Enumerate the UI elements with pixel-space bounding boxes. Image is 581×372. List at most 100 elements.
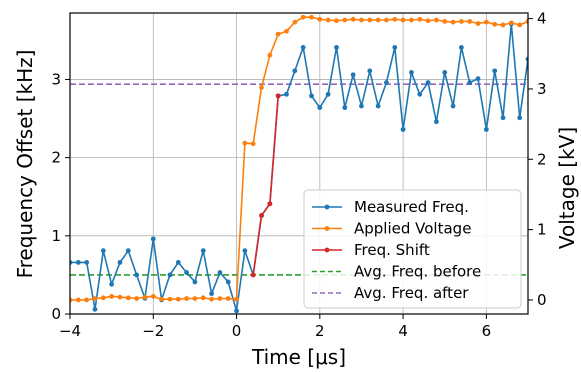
- data-point: [500, 115, 506, 121]
- series-applied-voltage: [70, 14, 528, 303]
- data-point: [267, 52, 273, 58]
- data-point: [367, 17, 373, 23]
- data-point: [483, 19, 489, 25]
- data-point: [442, 19, 448, 24]
- x-tick-label: 2: [315, 322, 325, 340]
- data-point: [142, 294, 148, 300]
- data-point: [75, 297, 81, 303]
- series-line: [252, 95, 279, 276]
- data-point: [359, 103, 364, 109]
- data-point: [225, 279, 231, 285]
- data-point: [209, 296, 214, 302]
- data-point: [217, 270, 223, 275]
- data-point: [425, 18, 431, 24]
- data-point: [84, 260, 90, 265]
- data-point: [150, 294, 156, 299]
- data-point: [284, 91, 289, 97]
- data-point: [134, 296, 140, 301]
- data-point: [84, 297, 90, 303]
- data-point: [400, 127, 406, 132]
- data-point: [467, 80, 473, 85]
- data-point: [367, 68, 373, 74]
- y-tick-label-right: 2: [537, 150, 547, 168]
- legend-box: [303, 189, 522, 309]
- x-tick-label: −2: [142, 322, 164, 340]
- data-point: [125, 248, 131, 254]
- data-point: [325, 17, 331, 23]
- data-point: [75, 260, 81, 265]
- data-point: [325, 91, 331, 97]
- data-point: [292, 19, 298, 25]
- legend-label: Applied Voltage: [354, 220, 471, 238]
- legend-marker: [324, 204, 330, 210]
- data-point: [342, 17, 348, 23]
- y-tick-label-right: 3: [537, 80, 547, 98]
- data-point: [184, 296, 189, 301]
- data-point: [109, 281, 115, 287]
- data-point: [259, 213, 264, 218]
- data-point: [192, 296, 198, 301]
- data-point: [334, 18, 339, 24]
- data-point: [100, 248, 106, 254]
- legend-label: Measured Freq.: [354, 198, 469, 216]
- data-point: [425, 80, 431, 85]
- data-point: [117, 294, 123, 300]
- x-tick-label: 4: [398, 322, 408, 340]
- data-point: [200, 248, 206, 254]
- x-tick-label: 0: [232, 322, 242, 340]
- data-point: [417, 16, 423, 22]
- data-point: [92, 306, 98, 312]
- data-point: [250, 141, 256, 147]
- data-point: [375, 103, 381, 109]
- data-point: [475, 76, 481, 82]
- series-measured-freq: [70, 21, 528, 314]
- data-point: [300, 45, 306, 50]
- data-point: [284, 28, 289, 34]
- data-point: [167, 272, 173, 278]
- data-point: [225, 296, 231, 301]
- data-point: [175, 296, 181, 302]
- y-tick-label-left: 3: [51, 70, 61, 88]
- legend-label: Avg. Freq. before: [354, 263, 481, 281]
- data-point: [508, 20, 514, 26]
- data-point: [175, 260, 181, 265]
- data-point: [517, 115, 523, 121]
- series-freq-shift: [250, 93, 281, 278]
- data-point: [450, 103, 456, 109]
- data-point: [400, 17, 406, 23]
- data-point: [334, 45, 339, 50]
- data-point: [500, 22, 506, 28]
- data-point: [409, 70, 414, 75]
- data-point: [450, 19, 456, 25]
- data-point: [92, 296, 98, 301]
- legend-marker: [324, 226, 330, 231]
- x-axis-label: Time [μs]: [251, 345, 346, 369]
- legend-item: Measured Freq.: [312, 198, 469, 216]
- y-tick-label-right: 0: [537, 291, 547, 309]
- legend-item: Applied Voltage: [312, 220, 471, 238]
- data-point: [458, 19, 464, 24]
- data-point: [434, 119, 439, 125]
- data-point: [434, 17, 439, 23]
- data-point: [384, 17, 389, 23]
- data-point: [475, 21, 481, 26]
- y-tick-label-left: 2: [51, 149, 61, 167]
- data-point: [317, 105, 323, 110]
- data-point: [309, 93, 314, 99]
- data-point: [100, 295, 106, 301]
- data-point: [375, 17, 381, 23]
- data-point: [417, 91, 423, 97]
- x-tick-label: 6: [482, 322, 492, 340]
- data-point: [300, 14, 306, 20]
- ticks: −4 −2 0 2 4 6 0 1 2 3 0 1 2 3 4: [51, 10, 546, 340]
- data-point: [292, 68, 298, 74]
- data-point: [250, 272, 256, 278]
- data-point: [342, 105, 348, 110]
- data-point: [159, 296, 165, 302]
- data-point: [275, 31, 281, 37]
- y-tick-label-right: 1: [537, 221, 547, 239]
- y-axis-label-right: Voltage [kV]: [555, 127, 579, 249]
- data-point: [442, 70, 448, 75]
- data-point: [125, 295, 131, 301]
- data-point: [134, 272, 140, 278]
